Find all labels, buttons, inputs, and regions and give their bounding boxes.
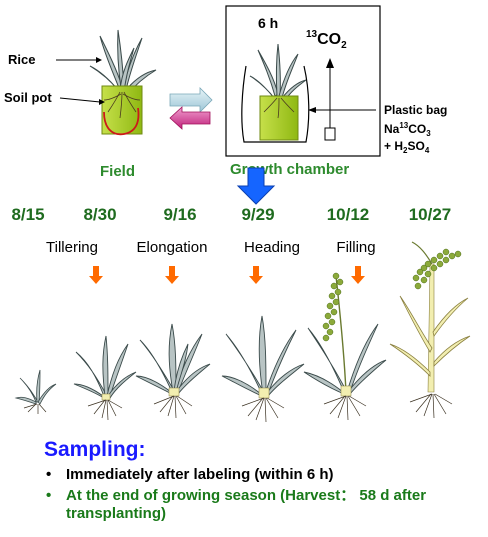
- time-label: 6 h: [258, 15, 278, 31]
- date-label-0: 8/15: [11, 205, 44, 224]
- plant-8-15: [14, 369, 57, 414]
- big-blue-arrow: [236, 167, 276, 205]
- stage-arrow-3: [351, 266, 365, 284]
- chamber-rice-plant: [249, 43, 307, 141]
- plastic-bag-outline: [241, 65, 310, 143]
- sampling-item-2-text: At the end of growing season (Harvest： 5…: [66, 487, 427, 522]
- plant-9-16: [135, 323, 211, 419]
- date-label-5: 10/27: [409, 205, 452, 224]
- stage-label-3: Filling: [336, 239, 375, 256]
- stage-arrow-1: [165, 266, 179, 284]
- to-chamber-arrow: [169, 87, 213, 113]
- field-circular-arrow: [103, 107, 140, 136]
- to-field-arrow: [169, 106, 211, 130]
- soil-pot-label: Soil pot: [4, 90, 52, 105]
- sampling-item-1-text: Immediately after labeling (within 6 h): [66, 466, 334, 483]
- stage-arrows: [89, 266, 365, 284]
- stage-arrow-2: [249, 266, 263, 284]
- stage-label-0: Tillering: [46, 239, 98, 256]
- plastic-bag-pointer-head: [308, 107, 316, 113]
- rice-pointer-head: [96, 57, 102, 63]
- date-label-1: 8/30: [83, 205, 116, 224]
- plant-10-27: [389, 241, 471, 419]
- sampling-item-1: • Immediately after labeling (within 6 h…: [44, 466, 484, 484]
- plastic-bag-label: Plastic bag: [384, 103, 447, 117]
- dates-row: 8/15 8/30 9/16 9/29 10/12 10/27: [11, 205, 451, 224]
- soil-pot-pointer-head: [99, 99, 105, 105]
- rice-label: Rice: [8, 52, 35, 67]
- sampling-item-2: • At the end of growing season (Harvest：…: [44, 487, 484, 523]
- date-label-3: 9/29: [241, 205, 274, 224]
- soil-pot-pointer-line: [59, 97, 101, 103]
- reagent-vial: [324, 127, 336, 141]
- reagent-label-2: + H2SO4: [384, 139, 430, 155]
- co2-flow-arrowhead: [326, 58, 334, 68]
- date-label-2: 9/16: [163, 205, 196, 224]
- field-label: Field: [100, 163, 135, 180]
- bullet-dot: •: [46, 487, 52, 504]
- bullet-dot: •: [46, 466, 52, 483]
- plant-9-29: [221, 315, 305, 423]
- plant-8-30: [73, 335, 137, 421]
- stage-label-2: Heading: [244, 239, 300, 256]
- stages-row: Tillering Elongation Heading Filling: [46, 239, 376, 256]
- date-label-4: 10/12: [327, 205, 370, 224]
- sampling-title: Sampling:: [44, 438, 146, 461]
- field-rice-plant: [89, 29, 157, 136]
- plant-10-12: [303, 272, 387, 421]
- field-roots: [103, 91, 141, 119]
- stage-label-1: Elongation: [137, 239, 208, 256]
- field-leaves: [89, 29, 157, 95]
- co2-label: 13CO2: [306, 29, 347, 51]
- reagent-label-1: Na13CO3: [384, 121, 431, 138]
- sampling-section: Sampling: • Immediately after labeling (…: [44, 438, 484, 526]
- stage-arrow-0: [89, 266, 103, 284]
